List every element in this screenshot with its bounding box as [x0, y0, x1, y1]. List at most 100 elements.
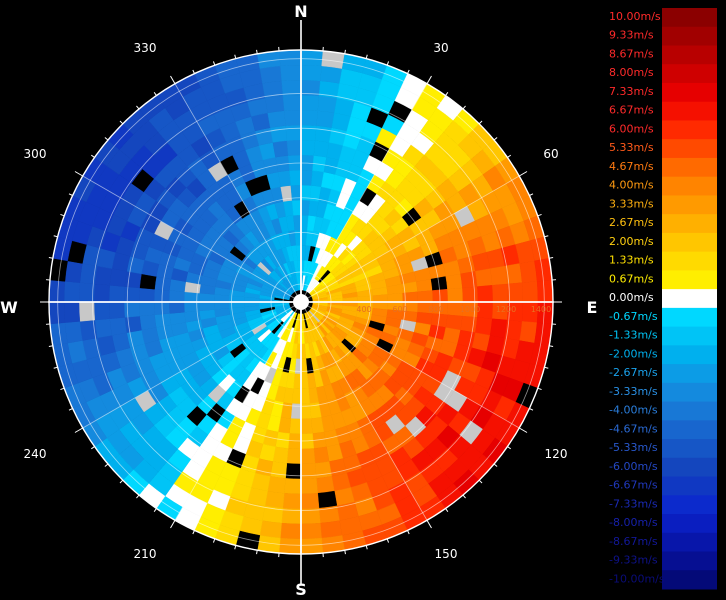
- velocity-cell: [475, 317, 493, 336]
- colorbar-swatch: [662, 457, 717, 478]
- velocity-cell: [300, 94, 320, 111]
- colorbar-label: 2.67m/s: [609, 216, 654, 229]
- colorbar-swatch: [662, 45, 717, 65]
- range-label-1400: 1400: [531, 305, 551, 314]
- colorbar-swatch: [662, 176, 717, 196]
- azimuth-tick: [426, 75, 432, 85]
- colorbar-label: 4.00m/s: [609, 179, 654, 192]
- colorbar-swatch: [662, 232, 717, 253]
- colorbar-label: 8.67m/s: [609, 47, 654, 60]
- velocity-cell: [300, 169, 313, 186]
- velocity-cell: [278, 49, 302, 67]
- velocity-cell: [272, 140, 289, 158]
- azimuth-tick: [365, 545, 368, 550]
- compass-south: S: [295, 580, 307, 599]
- velocity-cell: [320, 65, 343, 84]
- velocity-cell: [372, 294, 389, 303]
- velocity-cell: [213, 301, 230, 310]
- azimuth-tick: [256, 49, 258, 54]
- velocity-cell: [521, 281, 539, 303]
- azimuth-tick: [518, 171, 528, 177]
- velocity-cell: [477, 285, 494, 303]
- velocity-cell: [300, 388, 311, 405]
- velocity-cell: [300, 49, 324, 67]
- velocity-cell: [109, 268, 127, 287]
- colorbar-label: -1.33m/s: [609, 329, 658, 342]
- velocity-cell: [316, 476, 335, 494]
- colorbar-label: 3.33m/s: [609, 197, 654, 210]
- velocity-cell: [123, 301, 140, 318]
- velocity-cell: [168, 301, 185, 314]
- velocity-cell: [198, 292, 215, 303]
- velocity-cell: [289, 418, 302, 435]
- azimuth-line: [174, 83, 302, 303]
- azimuth-line: [174, 301, 302, 521]
- azimuth-tick: [153, 508, 157, 512]
- velocity-cell: [124, 271, 142, 289]
- colorbar-swatch: [662, 289, 717, 309]
- azimuth-tick: [507, 446, 511, 450]
- velocity-cell: [94, 265, 113, 286]
- compass-north: N: [294, 2, 307, 21]
- velocity-cell: [291, 388, 302, 405]
- azimuth-tick: [493, 463, 498, 467]
- velocity-cell: [270, 125, 288, 143]
- velocity-cell: [198, 301, 215, 312]
- azimuth-tick: [136, 105, 140, 110]
- colorbar-swatch: [662, 307, 717, 328]
- velocity-cell: [267, 110, 286, 128]
- range-label-1200: 1200: [496, 305, 516, 314]
- velocity-cell: [138, 287, 155, 303]
- velocity-cell: [139, 314, 157, 331]
- azimuth-tick: [386, 538, 390, 543]
- azimuth-tick: [153, 92, 157, 96]
- azimuth-tick: [478, 479, 483, 484]
- azimuth-tick: [344, 550, 346, 555]
- colorbar-swatch: [662, 214, 717, 234]
- colorbar-label: -7.33m/s: [609, 497, 658, 510]
- azimuth-tick: [74, 171, 84, 177]
- velocity-cell: [280, 64, 302, 82]
- velocity-cell: [286, 139, 302, 156]
- range-label-600: 600: [392, 305, 407, 314]
- velocity-cell: [317, 95, 338, 114]
- colorbar-label: -9.33m/s: [609, 554, 658, 567]
- azimuth-tick: [68, 193, 73, 196]
- azimuth-tick: [544, 366, 549, 369]
- velocity-cell: [285, 463, 302, 480]
- azimuth-tick: [48, 257, 53, 259]
- polar-grid: [40, 20, 562, 584]
- velocity-cell: [289, 169, 302, 186]
- azimuth-tick: [537, 213, 542, 217]
- radar-center: [293, 294, 309, 310]
- velocity-cell: [123, 286, 140, 303]
- colorbar-label: -6.67m/s: [609, 479, 658, 492]
- colorbar-label: -4.67m/s: [609, 422, 658, 435]
- azimuth-tick: [365, 54, 368, 59]
- velocity-cell: [63, 301, 81, 323]
- colorbar-label: -0.67m/s: [609, 310, 658, 323]
- colorbar-label: -6.00m/s: [609, 460, 658, 473]
- azimuth-tick: [445, 508, 449, 512]
- velocity-cell: [63, 281, 81, 303]
- azimuth-tick: [104, 137, 109, 141]
- azimuth-tick: [119, 479, 124, 484]
- azimuth-tick: [234, 545, 237, 550]
- colorbar-swatch: [662, 64, 717, 84]
- colorbar-swatch: [662, 439, 717, 459]
- velocity-cell: [48, 279, 66, 303]
- azimuth-tick: [60, 387, 65, 391]
- azimuth-label-210: 210: [134, 547, 157, 561]
- azimuth-tick: [256, 550, 258, 555]
- velocity-cell: [264, 490, 285, 509]
- velocity-cell: [168, 290, 185, 303]
- velocity-cell: [300, 522, 322, 540]
- velocity-cell: [259, 65, 282, 84]
- velocity-cell: [64, 260, 83, 283]
- colorbar-label: 1.33m/s: [609, 254, 654, 267]
- colorbar-label: 2.00m/s: [609, 235, 654, 248]
- colorbar-swatch: [662, 251, 717, 271]
- velocity-cell: [284, 478, 302, 495]
- colorbar-label: 8.00m/s: [609, 66, 654, 79]
- velocity-cell: [300, 64, 322, 82]
